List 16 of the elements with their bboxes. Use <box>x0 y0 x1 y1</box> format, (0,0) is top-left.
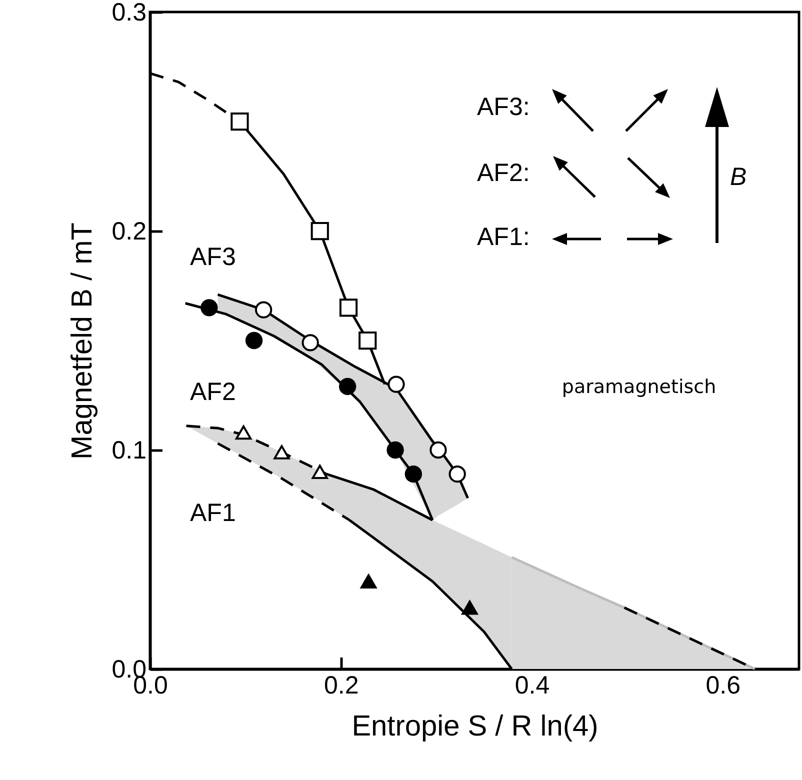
y-tick-label: 0.1 <box>112 436 146 464</box>
x-tick-label: 0.4 <box>514 672 550 700</box>
annotation: AF1: <box>477 223 530 251</box>
annotation: B <box>730 163 747 191</box>
y-tick-label: 0.2 <box>112 218 146 246</box>
x-axis-title: Entropie S / R ln(4) <box>352 710 598 742</box>
annotation: AF2 <box>190 378 236 406</box>
y-axis-title: Magnetfeld B / mT <box>66 222 99 460</box>
annotation: AF2: <box>477 159 530 187</box>
annotation: AF3 <box>190 243 236 271</box>
annotation: paramagnetisch <box>562 376 716 398</box>
annotation: AF3: <box>477 93 530 121</box>
annotation: AF1 <box>190 499 236 527</box>
x-tick-label: 0.6 <box>706 672 741 700</box>
y-tick-label: 0.3 <box>112 0 146 26</box>
x-tick-label: 0.2 <box>324 672 359 700</box>
